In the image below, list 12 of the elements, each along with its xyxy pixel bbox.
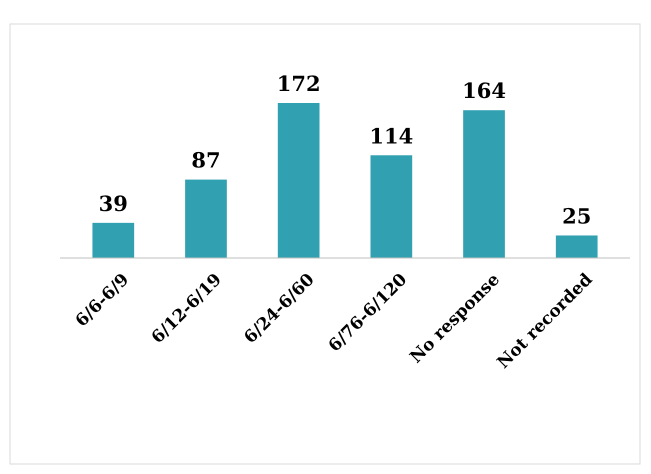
data-label: 114 — [369, 123, 414, 148]
bar — [556, 235, 598, 258]
data-label: 25 — [562, 203, 592, 228]
bar — [278, 103, 320, 258]
bar — [92, 222, 134, 258]
data-label: 172 — [276, 71, 321, 96]
bar — [370, 155, 412, 258]
data-label: 164 — [462, 78, 506, 104]
data-label: 39 — [98, 190, 128, 216]
bar — [185, 180, 227, 258]
data-label: 87 — [191, 148, 221, 173]
bar — [463, 110, 505, 258]
